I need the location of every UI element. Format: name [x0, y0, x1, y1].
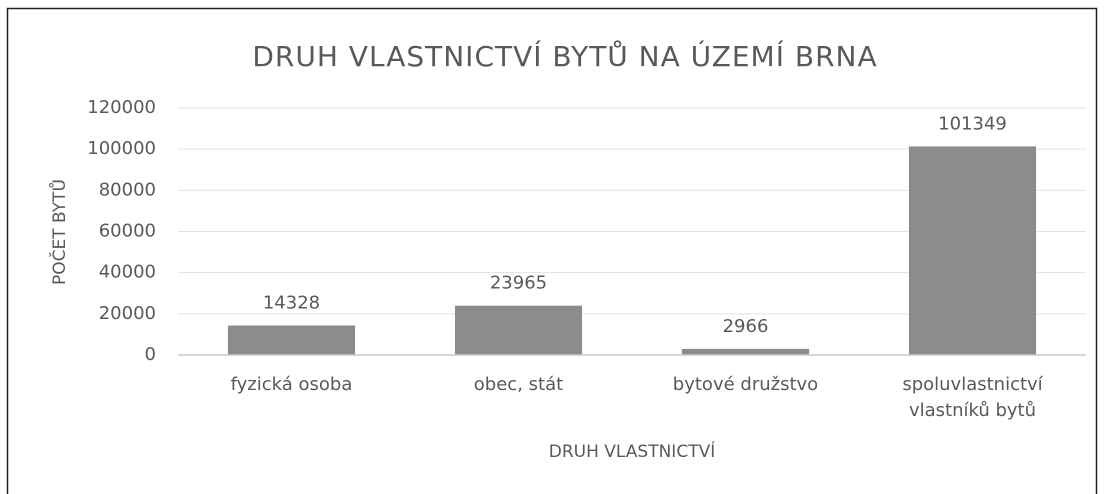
y-tick-label: 80000	[99, 179, 156, 200]
value-label: 2966	[723, 316, 769, 337]
y-tick-label: 40000	[99, 262, 156, 283]
value-label: 14328	[263, 293, 320, 314]
bar	[454, 305, 583, 355]
value-label: 23965	[490, 273, 547, 294]
chart-border	[6, 7, 1098, 494]
y-tick-label: 20000	[99, 303, 156, 324]
x-tick-label: obec, stát	[473, 374, 564, 395]
y-axis-title: POČET BYTŮ	[48, 179, 70, 285]
bar	[908, 146, 1037, 355]
y-tick-label: 100000	[87, 138, 156, 159]
y-tick-label: 0	[145, 344, 156, 365]
y-tick-label: 60000	[99, 221, 156, 242]
x-axis-title: DRUH VLASTNICTVÍ	[549, 440, 715, 462]
x-tick-label: spoluvlastnictví vlastníků bytů	[902, 374, 1043, 421]
x-tick-label: fyzická osoba	[230, 374, 353, 395]
y-tick-label: 120000	[87, 97, 156, 118]
bar	[681, 348, 810, 355]
chart-title: DRUH VLASTNICTVÍ BYTŮ NA ÚZEMÍ BRNA	[252, 39, 877, 73]
value-label: 101349	[938, 113, 1007, 134]
bar	[227, 325, 356, 355]
x-tick-label: bytové družstvo	[672, 374, 819, 395]
